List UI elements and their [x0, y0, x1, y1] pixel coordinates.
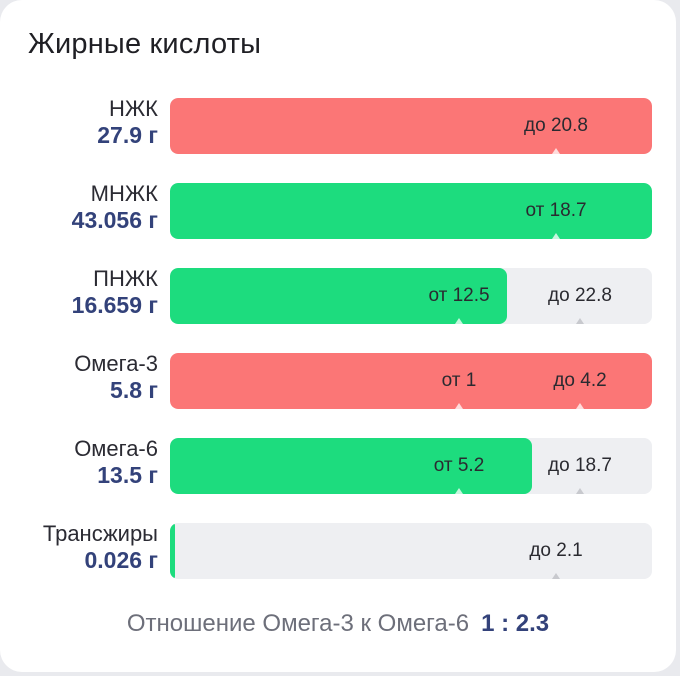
nutrient-label: МНЖК 43.056 г [0, 181, 158, 233]
progress-fill [170, 98, 652, 154]
marker-triangle-icon [576, 318, 584, 324]
range-marker-label: до 22.8 [548, 285, 612, 306]
nutrient-amount: 16.659 г [71, 292, 158, 318]
range-marker-label: от 18.7 [525, 200, 587, 221]
range-marker-label: до 20.8 [524, 115, 588, 136]
progress-fill [170, 353, 652, 409]
nutrient-row: Омега-6 13.5 г от 5.2 до 18.7 [0, 436, 676, 496]
card-title: Жирные кислоты [28, 28, 262, 60]
marker-triangle-icon [576, 403, 584, 409]
progress-track: от 12.5 до 22.8 [170, 268, 652, 324]
nutrient-amount: 43.056 г [71, 207, 158, 233]
nutrient-label: ПНЖК 16.659 г [0, 266, 158, 318]
marker-triangle-icon [552, 148, 560, 154]
range-marker-label: до 4.2 [553, 370, 607, 391]
nutrient-name: Омега-6 [74, 436, 158, 461]
nutrient-row: Трансжиры 0.026 г до 2.1 [0, 521, 676, 581]
nutrient-amount: 5.8 г [110, 377, 158, 403]
marker-triangle-icon [552, 233, 560, 239]
range-marker-label: до 18.7 [548, 455, 612, 476]
nutrient-row: ПНЖК 16.659 г от 12.5 до 22.8 [0, 266, 676, 326]
nutrient-row: НЖК 27.9 г до 20.8 [0, 96, 676, 156]
range-marker-label: от 5.2 [433, 455, 485, 476]
nutrient-label: НЖК 27.9 г [0, 96, 158, 148]
marker-triangle-icon [455, 318, 463, 324]
range-marker-label: от 1 [441, 370, 477, 391]
omega-ratio-label: Отношение Омега-3 к Омега-6 [126, 610, 470, 637]
progress-fill [170, 438, 532, 494]
nutrient-label: Омега-6 13.5 г [0, 436, 158, 488]
progress-fill [170, 183, 652, 239]
progress-track: от 5.2 до 18.7 [170, 438, 652, 494]
marker-triangle-icon [455, 488, 463, 494]
nutrient-row: МНЖК 43.056 г от 18.7 [0, 181, 676, 241]
nutrient-label: Омега-3 5.8 г [0, 351, 158, 403]
nutrient-name: НЖК [108, 96, 158, 121]
marker-triangle-icon [576, 488, 584, 494]
marker-triangle-icon [455, 403, 463, 409]
progress-fill [170, 523, 175, 579]
progress-fill [170, 268, 507, 324]
omega-ratio: Отношение Омега-3 к Омега-6 1 : 2.3 [0, 610, 676, 638]
range-marker-label: от 12.5 [428, 285, 490, 306]
progress-track: до 20.8 [170, 98, 652, 154]
progress-track: от 1 до 4.2 [170, 353, 652, 409]
progress-track: до 2.1 [170, 523, 652, 579]
nutrient-name: Трансжиры [42, 521, 158, 546]
nutrient-name: ПНЖК [93, 266, 158, 291]
nutrient-amount: 0.026 г [84, 547, 158, 573]
nutrient-row: Омега-3 5.8 г от 1 до 4.2 [0, 351, 676, 411]
marker-triangle-icon [552, 573, 560, 579]
nutrient-amount: 27.9 г [97, 122, 158, 148]
nutrient-amount: 13.5 г [97, 462, 158, 488]
progress-track: от 18.7 [170, 183, 652, 239]
nutrient-label: Трансжиры 0.026 г [0, 521, 158, 573]
nutrient-name: МНЖК [90, 181, 158, 206]
range-marker-label: до 2.1 [529, 540, 583, 561]
nutrient-name: Омега-3 [74, 351, 158, 376]
omega-ratio-value: 1 : 2.3 [481, 610, 550, 637]
